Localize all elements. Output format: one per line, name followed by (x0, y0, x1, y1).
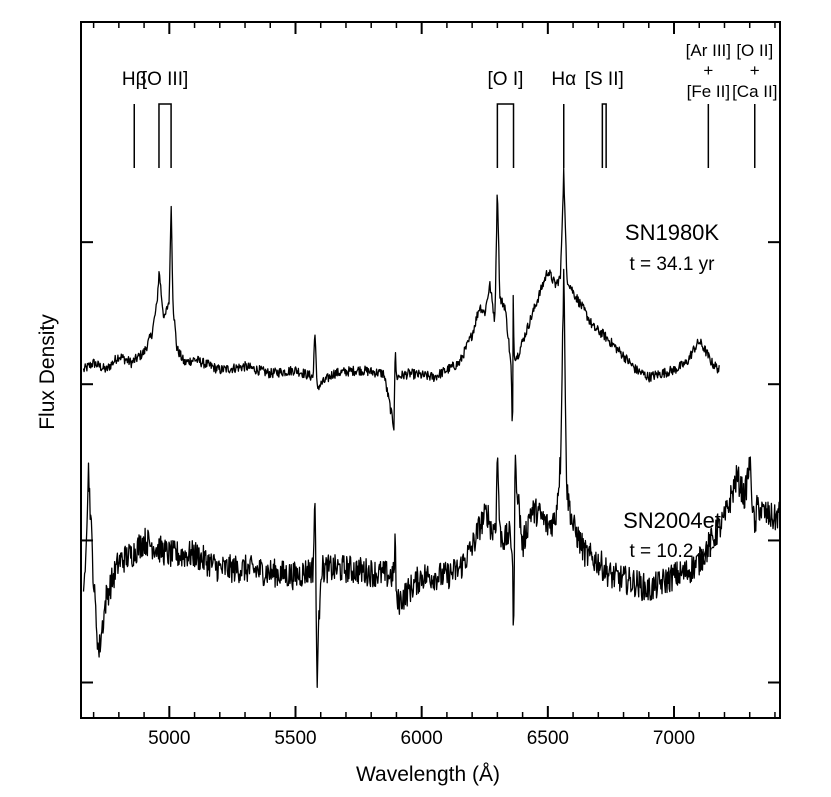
series-line-sn1980k (82, 167, 720, 431)
line-id-label: Hβ (122, 69, 147, 90)
x-tick-label: 6000 (401, 728, 443, 749)
line-id-label: [O II] (736, 41, 773, 60)
line-id-label: Hα (551, 69, 576, 90)
line-marker-doublet (158, 103, 172, 168)
y-axis-title: Flux Density (36, 314, 59, 430)
line-id-label: [O I] (487, 69, 523, 90)
line-id-label: [S II] (585, 69, 624, 90)
line-id-sublabel: [Ca II] (732, 82, 777, 101)
plot-lines (82, 167, 781, 688)
series-labels: SN1980K t = 34.1 yr SN2004et t = 10.2 yr (623, 220, 721, 562)
line-marker-doublet (496, 103, 515, 168)
series-name-label: SN2004et (623, 508, 721, 533)
line-id-plus: + (750, 61, 760, 80)
line-id-label: [Ar III] (686, 41, 731, 60)
plot-frame (80, 21, 781, 719)
x-tick-label: 5000 (148, 728, 190, 749)
series-age-label: t = 10.2 yr (629, 541, 715, 562)
plot-frame-rect (80, 21, 781, 719)
axis-ticks: 5000 5500 6000 6500 7000 (81, 22, 780, 749)
line-id-label: [O III] (142, 69, 188, 90)
x-tick-label: 5500 (274, 728, 316, 749)
series-line-sn2004et (82, 268, 781, 688)
series-age-label: t = 34.1 yr (629, 254, 715, 275)
x-tick-label: 6500 (527, 728, 569, 749)
x-axis-title: Wavelength (Å) (356, 763, 500, 786)
line-id-plus: + (703, 61, 713, 80)
line-id-sublabel: [Fe II] (687, 82, 730, 101)
line-marker-doublet (601, 103, 607, 168)
line-identifications: Hβ[O III] [O I] Hα [S II][Ar III]+[Fe II][O… (122, 41, 777, 168)
series-name-label: SN1980K (625, 220, 720, 245)
x-tick-label: 7000 (653, 728, 695, 749)
